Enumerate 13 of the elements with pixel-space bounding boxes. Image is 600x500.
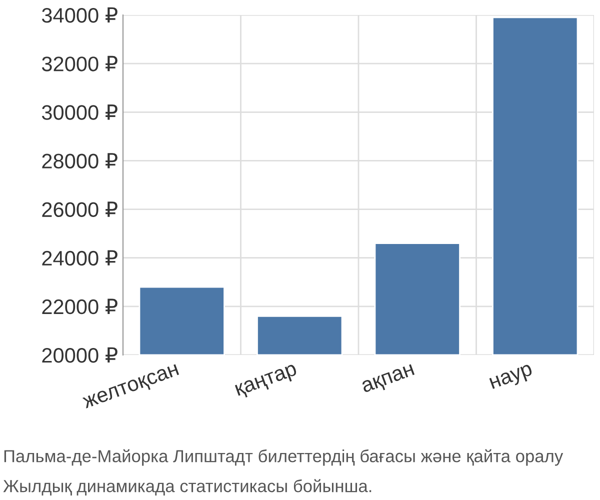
y-tick-label: 32000 ₽ [42,56,118,72]
y-tick-label: 34000 ₽ [42,7,118,23]
x-tick-label: ақпан [361,364,416,396]
y-tick-label: 30000 ₽ [42,104,118,120]
x-tick-label: қаңтар [234,364,299,400]
y-tick-label: 28000 ₽ [42,153,118,168]
y-tick-label: 24000 ₽ [42,250,118,266]
y-tick-label: 26000 ₽ [42,202,118,218]
y-tick-label: 20000 ₽ [42,347,118,363]
text: Жылдық динамикада статистикасы бойынша. [3,479,372,496]
x-tick-label: наур [489,364,534,393]
text: Пальма-де-Майорка Липштадт билеттердің бағасы және қайта оралу [4,449,564,466]
y-tick-label: 22000 ₽ [42,298,118,314]
